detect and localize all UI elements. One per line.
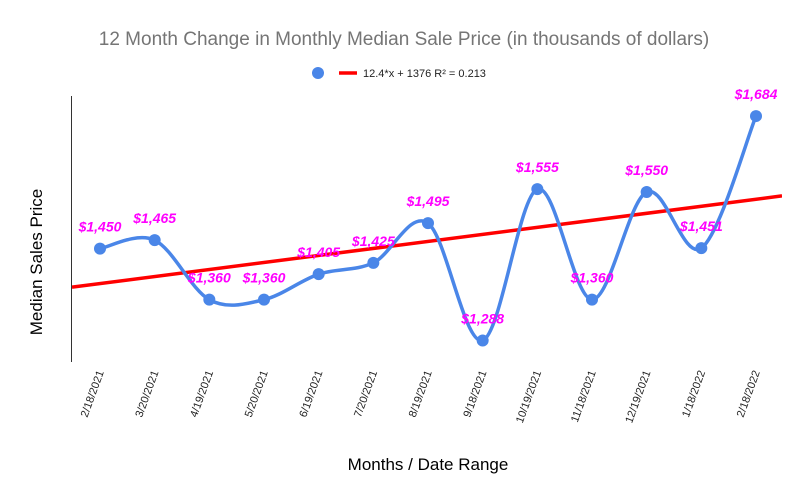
data-label: $1,465: [132, 210, 176, 226]
data-label: $1,495: [406, 193, 450, 209]
data-label: $1,425: [351, 233, 395, 249]
x-tick-label: 11/18/2021: [569, 369, 599, 424]
x-tick-label: 12/19/2021: [623, 369, 653, 425]
x-tick-label: 10/19/2021: [514, 369, 544, 425]
data-label: $1,555: [515, 159, 559, 175]
data-point: [258, 293, 270, 306]
data-point: [640, 186, 653, 198]
data-point: [367, 256, 380, 269]
data-point: [586, 293, 598, 306]
x-tick-label: 2/18/2021: [79, 369, 107, 419]
x-axis-title: Months / Date Range: [348, 455, 509, 474]
x-tick-label: 4/19/2021: [188, 369, 216, 419]
legend-series-marker: [312, 67, 324, 79]
data-point: [203, 293, 216, 306]
x-tick-label: 9/18/2021: [461, 369, 489, 419]
x-tick-label: 3/20/2021: [133, 369, 161, 419]
data-point: [531, 183, 544, 196]
x-tick-label: 5/20/2021: [243, 369, 271, 419]
data-label: $1,288: [460, 310, 504, 326]
data-label: $1,360: [570, 270, 614, 286]
x-tick-label: 8/19/2021: [407, 369, 435, 419]
data-label: $1,450: [78, 219, 122, 235]
data-label: $1,684: [734, 86, 778, 102]
chart-title: 12 Month Change in Monthly Median Sale P…: [99, 29, 709, 50]
data-point: [312, 268, 325, 281]
legend-trendline-label: 12.4*x + 1376 R² = 0.213: [363, 68, 486, 80]
data-label: $1,451: [679, 218, 723, 234]
legend: 12.4*x + 1376 R² = 0.213: [312, 67, 486, 80]
trendline: [72, 194, 782, 289]
data-point: [695, 242, 708, 255]
data-point: [422, 217, 434, 230]
data-point: [476, 334, 489, 347]
x-tick-label: 1/18/2022: [680, 369, 708, 419]
y-axis-title: Median Sales Price: [27, 189, 46, 335]
data-label: $1,550: [624, 162, 668, 178]
x-tick-label: 6/19/2021: [297, 369, 325, 419]
data-point: [148, 234, 161, 247]
data-label: $1,360: [242, 270, 286, 286]
x-tick-label: 2/18/2022: [735, 369, 763, 419]
series-line: [99, 115, 758, 343]
x-tick-label: 7/20/2021: [352, 369, 380, 419]
data-label: $1,360: [187, 270, 231, 286]
data-point: [94, 242, 106, 255]
data-point: [750, 110, 762, 123]
data-label: $1,405: [296, 244, 340, 260]
